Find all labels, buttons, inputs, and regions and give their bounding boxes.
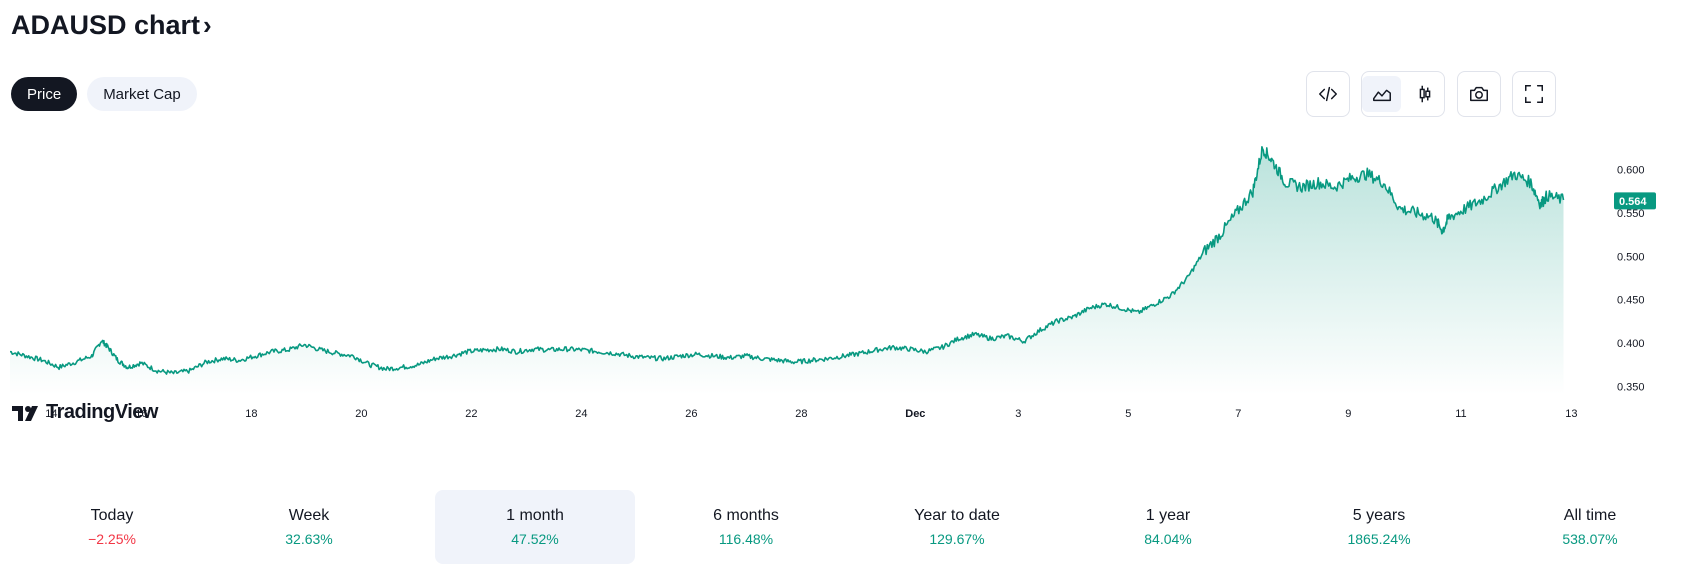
stat-value: 84.04%: [1144, 531, 1192, 547]
stat-all-time[interactable]: All time 538.07%: [1490, 490, 1690, 564]
fullscreen-button[interactable]: [1512, 71, 1556, 117]
x-tick-label: 14: [45, 408, 57, 420]
x-tick-label: 13: [1565, 408, 1577, 420]
stat-value: 129.67%: [929, 531, 985, 547]
x-tick-label: 20: [355, 408, 367, 420]
y-tick-label: 0.600: [1617, 165, 1645, 177]
y-tick-label: 0.500: [1617, 251, 1645, 263]
y-tick-label: 0.550: [1617, 208, 1645, 220]
x-tick-label: 28: [795, 408, 807, 420]
stat-value: 47.52%: [511, 531, 559, 547]
chart-title-text: ADAUSD chart: [11, 10, 201, 40]
tab-market-cap[interactable]: Market Cap: [87, 77, 197, 111]
x-tick-label: Dec: [905, 408, 925, 420]
tradingview-logo-text: TradingView: [46, 401, 158, 423]
fullscreen-icon: [1514, 76, 1554, 112]
camera-icon: [1459, 76, 1499, 112]
data-type-tabs: Price Market Cap: [11, 77, 197, 111]
stat-value: 538.07%: [1562, 531, 1618, 547]
tradingview-logo-icon: [12, 405, 38, 421]
tab-price[interactable]: Price: [11, 77, 78, 111]
stat-week[interactable]: Week 32.63%: [209, 490, 409, 564]
y-axis: 0.600 0.550 0.500 0.450 0.400 0.350: [1617, 165, 1645, 394]
y-tick-label: 0.450: [1617, 295, 1645, 307]
x-tick-label: 5: [1125, 408, 1131, 420]
stat-value: −2.25%: [88, 531, 136, 547]
stat-1-month[interactable]: 1 month 47.52%: [435, 490, 635, 564]
stat-label: All time: [1563, 507, 1617, 524]
area-chart-button[interactable]: [1362, 76, 1401, 112]
stat-label: Year to date: [914, 507, 1000, 524]
stat-label: 5 years: [1352, 507, 1406, 524]
x-tick-label: 16: [135, 408, 147, 420]
stat-label: 1 month: [506, 507, 564, 524]
stat-1-year[interactable]: 1 year 84.04%: [1068, 490, 1268, 564]
stat-value: 116.48%: [718, 531, 774, 547]
price-area-fill: [10, 146, 1564, 395]
stat-label: 6 months: [713, 507, 779, 524]
price-line: [10, 146, 1565, 375]
chart-style-toggle: [1361, 71, 1445, 117]
x-tick-label: 24: [575, 408, 587, 420]
stat-label: Today: [90, 507, 134, 524]
x-tick-label: 7: [1235, 408, 1241, 420]
x-tick-label: 18: [245, 408, 257, 420]
y-tick-label: 0.350: [1617, 381, 1645, 393]
chart-title[interactable]: ADAUSD chart ›: [11, 10, 212, 41]
stat-value: 32.63%: [285, 531, 333, 547]
x-tick-label: 9: [1345, 408, 1351, 420]
current-price-tag: 0.564: [1614, 192, 1656, 210]
stat-year-to-date[interactable]: Year to date 129.67%: [857, 490, 1057, 564]
performance-stats: Today −2.25% Week 32.63% 1 month 47.52% …: [10, 490, 1690, 566]
stat-today[interactable]: Today −2.25%: [12, 490, 212, 564]
area-chart-icon: [1372, 89, 1391, 102]
candlestick-button[interactable]: [1405, 76, 1444, 112]
stat-label: 1 year: [1145, 507, 1191, 524]
x-axis: 14 16 18 20 22 24 26 28 Dec 3 5 7 9 11 13: [45, 408, 1577, 420]
candlestick-icon: [1419, 85, 1430, 103]
code-icon: [1308, 76, 1348, 112]
embed-button[interactable]: [1306, 71, 1350, 117]
tradingview-logo[interactable]: TradingView: [12, 401, 158, 424]
y-tick-label: 0.400: [1617, 338, 1645, 350]
chevron-right-icon: ›: [203, 10, 212, 40]
stat-value: 1865.24%: [1347, 531, 1411, 547]
price-chart[interactable]: 0.600 0.550 0.500 0.450 0.400 0.350 14 16 18 20 2…: [0, 130, 1700, 430]
snapshot-button[interactable]: [1457, 71, 1501, 117]
x-tick-label: 22: [465, 408, 477, 420]
stat-5-years[interactable]: 5 years 1865.24%: [1279, 490, 1479, 564]
x-tick-label: 11: [1455, 408, 1466, 420]
x-tick-label: 26: [685, 408, 697, 420]
x-tick-label: 3: [1015, 408, 1021, 420]
stat-label: Week: [288, 507, 330, 524]
svg-text:0.564: 0.564: [1619, 196, 1647, 208]
stat-6-months[interactable]: 6 months 116.48%: [646, 490, 846, 564]
